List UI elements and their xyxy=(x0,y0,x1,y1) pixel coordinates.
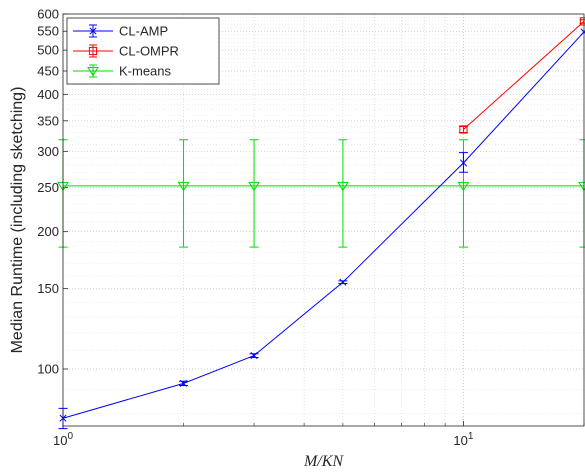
y-tick-label: 450 xyxy=(37,63,59,78)
error-bar xyxy=(179,139,189,248)
legend: CL-AMP CL-OMPR K-means xyxy=(66,17,220,85)
data-point xyxy=(177,181,190,192)
y-tick-label: 600 xyxy=(37,7,59,22)
y-axis-label: Median Runtime (including sketching) xyxy=(9,87,26,354)
data-point xyxy=(337,181,349,192)
x-tick-exponent: 0 xyxy=(67,431,73,442)
plot-area-frame xyxy=(62,13,585,427)
data-point xyxy=(457,181,470,192)
y-tick-label: 350 xyxy=(37,113,59,128)
legend-entry: CL-OMPR xyxy=(73,44,179,59)
y-tick-label: 300 xyxy=(37,144,59,159)
legend-label: CL-OMPR xyxy=(119,44,179,59)
series-line xyxy=(463,21,585,130)
error-bar xyxy=(249,139,259,248)
x-tick-label: 100 xyxy=(53,431,73,448)
y-tick-label: 550 xyxy=(37,24,59,39)
data-point xyxy=(459,159,468,167)
legend-entry: K-means xyxy=(73,64,172,79)
y-tick-label: 500 xyxy=(37,43,59,58)
y-tick-label: 100 xyxy=(37,362,59,377)
legend-marker xyxy=(89,27,97,35)
y-tick-label: 150 xyxy=(37,281,59,296)
data-point xyxy=(339,278,347,286)
legend-label: K-means xyxy=(119,64,172,79)
legend-label: CL-AMP xyxy=(119,24,168,39)
x-tick-label: 101 xyxy=(453,431,473,448)
y-tick-label: 200 xyxy=(37,224,59,239)
x-axis-label: M/KN xyxy=(303,453,344,470)
x-tick-exponent: 1 xyxy=(468,431,474,442)
series-k-means xyxy=(57,139,585,248)
data-point xyxy=(250,352,258,360)
legend-marker xyxy=(87,67,99,77)
error-bar xyxy=(338,139,348,248)
x-tick-base: 10 xyxy=(453,433,467,448)
y-tick-label: 250 xyxy=(37,180,59,195)
error-bar xyxy=(458,126,468,133)
legend-marker xyxy=(88,46,98,56)
data-point xyxy=(459,125,468,134)
y-tick-label: 400 xyxy=(37,87,59,102)
data-point xyxy=(179,379,188,387)
series-line xyxy=(62,31,585,419)
legend-entry: CL-AMP xyxy=(73,24,168,39)
x-tick-base: 10 xyxy=(53,433,67,448)
data-point xyxy=(248,181,260,192)
